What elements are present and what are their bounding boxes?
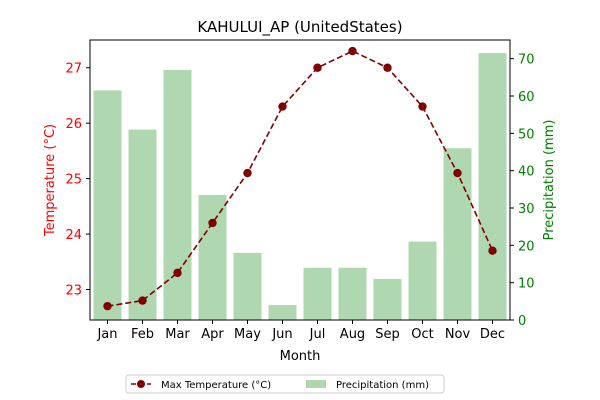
chart-title: KAHULUI_AP (UnitedStates) xyxy=(197,18,402,37)
precipitation-bar-jul xyxy=(303,267,332,320)
temperature-point-dec xyxy=(488,246,497,255)
right-tick-label: 20 xyxy=(518,239,535,254)
right-tick-label: 60 xyxy=(518,90,535,105)
x-tick-label-apr: Apr xyxy=(201,327,224,342)
x-tick-label-jul: Jul xyxy=(309,327,326,342)
legend-precipitation-swatch xyxy=(306,380,326,388)
legend-temperature-label: Max Temperature (°C) xyxy=(161,380,271,391)
temperature-point-jul xyxy=(313,63,322,72)
left-tick-label: 26 xyxy=(65,117,82,132)
temperature-point-feb xyxy=(138,296,147,305)
left-tick-label: 23 xyxy=(65,284,82,299)
left-axis-label: Temperature (°C) xyxy=(43,124,58,237)
x-axis-label: Month xyxy=(280,349,321,364)
temperature-point-may xyxy=(243,168,252,178)
left-tick-label: 24 xyxy=(65,228,82,243)
temperature-point-aug xyxy=(348,46,357,56)
temperature-point-oct xyxy=(418,102,427,111)
x-tick-label-may: May xyxy=(234,327,261,342)
right-tick-label: 0 xyxy=(518,314,526,329)
temperature-point-mar xyxy=(173,268,182,278)
x-tick-label-mar: Mar xyxy=(165,327,190,342)
left-tick-label: 25 xyxy=(65,173,82,188)
left-tick-label: 27 xyxy=(65,62,82,77)
legend-temperature-marker xyxy=(137,380,145,388)
x-tick-label-sep: Sep xyxy=(375,327,400,342)
x-tick-label-oct: Oct xyxy=(411,327,433,342)
right-tick-label: 30 xyxy=(518,202,535,217)
legend-frame xyxy=(125,374,445,394)
precipitation-bar-may xyxy=(233,252,262,320)
x-tick-label-jun: Jun xyxy=(271,327,292,342)
x-tick-label-aug: Aug xyxy=(340,327,365,342)
temperature-point-jan xyxy=(103,301,112,311)
x-tick-label-nov: Nov xyxy=(445,327,471,342)
right-axis-ticks: 0 10 20 30 40 50 60 70 xyxy=(510,53,535,329)
left-axis-ticks: 23 24 25 26 27 xyxy=(65,62,90,299)
precipitation-bar-jun xyxy=(268,305,297,320)
right-axis-label: Precipitation (mm) xyxy=(542,120,557,241)
right-tick-label: 70 xyxy=(518,53,535,68)
precipitation-bar-mar xyxy=(163,69,192,320)
x-axis-ticks: Jan Feb Mar Apr May Jun Jul Aug Sep Oct Nov Dec xyxy=(96,320,505,342)
right-tick-label: 10 xyxy=(518,277,535,292)
temperature-point-apr xyxy=(208,218,217,228)
precipitation-bar-apr xyxy=(198,194,227,320)
legend-precipitation-label: Precipitation (mm) xyxy=(336,380,429,391)
plot-frame xyxy=(89,39,511,321)
temperature-point-sep xyxy=(383,63,392,72)
precipitation-bar-jan xyxy=(93,90,122,321)
precipitation-bar-feb xyxy=(128,129,157,320)
precipitation-bar-dec xyxy=(478,53,507,321)
temperature-line-group xyxy=(103,46,497,311)
right-tick-label: 40 xyxy=(518,165,535,180)
x-tick-label-jan: Jan xyxy=(96,327,117,342)
precipitation-bar-oct xyxy=(408,241,437,320)
right-tick-label: 50 xyxy=(518,127,535,142)
temperature-point-nov xyxy=(453,168,462,178)
precipitation-bars xyxy=(93,53,507,321)
precipitation-bar-sep xyxy=(373,278,402,320)
precipitation-bar-aug xyxy=(338,267,367,320)
temperature-line xyxy=(107,50,494,307)
x-tick-label-feb: Feb xyxy=(131,327,154,342)
x-tick-label-dec: Dec xyxy=(480,327,505,342)
temperature-point-jun xyxy=(278,102,287,111)
legend: Max Temperature (°C) Precipitation (mm) xyxy=(125,374,445,394)
